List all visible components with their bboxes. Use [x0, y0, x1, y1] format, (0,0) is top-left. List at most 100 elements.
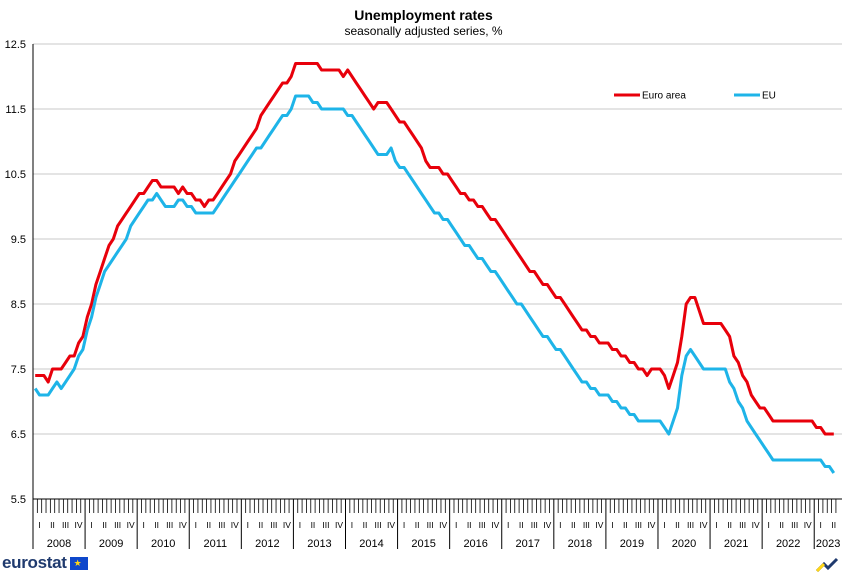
quarter-label: IV	[804, 520, 812, 530]
quarter-label: III	[166, 520, 173, 530]
quarter-label: III	[739, 520, 746, 530]
quarter-label: I	[611, 520, 613, 530]
quarter-label: IV	[179, 520, 187, 530]
y-tick-label: 9.5	[11, 234, 26, 246]
year-label: 2012	[255, 538, 279, 550]
quarter-label: II	[779, 520, 784, 530]
y-tick-label: 7.5	[11, 364, 26, 376]
y-tick-label: 8.5	[11, 299, 26, 311]
year-label: 2008	[47, 538, 71, 550]
quarter-label: IV	[335, 520, 343, 530]
quarter-label: III	[583, 520, 590, 530]
chart-subtitle: seasonally adjusted series, %	[344, 24, 503, 38]
year-label: 2014	[359, 538, 383, 550]
quarter-label: IV	[439, 520, 447, 530]
y-tick-label: 12.5	[5, 39, 26, 51]
quarter-label: II	[363, 520, 368, 530]
quarter-label: IV	[75, 520, 83, 530]
eurostat-corner-mark-icon	[815, 557, 839, 573]
x-axis: I II III IV I II III IV I II III IV I II III IV I II III IV…	[32, 498, 842, 550]
year-label: 2023	[816, 538, 840, 550]
quarter-label: I	[403, 520, 405, 530]
quarter-label: IV	[595, 520, 603, 530]
quarter-label: I	[142, 520, 144, 530]
quarter-label: III	[270, 520, 277, 530]
series-lines	[33, 62, 836, 474]
quarter-label: I	[351, 520, 353, 530]
quarter-label: III	[635, 520, 642, 530]
legend: Euro area EU	[614, 91, 776, 102]
quarter-label: IV	[283, 520, 291, 530]
year-label: 2019	[620, 538, 644, 550]
quarter-label: III	[374, 520, 381, 530]
quarter-label: II	[571, 520, 576, 530]
quarter-label: IV	[127, 520, 135, 530]
quarter-label: IV	[387, 520, 395, 530]
eu-flag-icon	[69, 556, 88, 570]
quarter-label: II	[831, 520, 836, 530]
quarter-label: III	[687, 520, 694, 530]
quarter-label: III	[427, 520, 434, 530]
quarter-label: IV	[491, 520, 499, 530]
quarter-label: I	[455, 520, 457, 530]
quarter-label: II	[623, 520, 628, 530]
quarter-label: II	[206, 520, 211, 530]
year-label: 2009	[99, 538, 123, 550]
quarter-label: III	[479, 520, 486, 530]
year-label: 2022	[776, 538, 800, 550]
y-axis: 5.5 6.5 7.5 8.5 9.5 10.5 11.5 12.5	[5, 39, 34, 506]
quarter-label: II	[311, 520, 316, 530]
quarter-label: IV	[647, 520, 655, 530]
quarter-label: I	[299, 520, 301, 530]
year-label: 2010	[151, 538, 175, 550]
quarter-label: I	[195, 520, 197, 530]
quarter-label: I	[820, 520, 822, 530]
quarter-label: I	[90, 520, 92, 530]
quarter-label: III	[114, 520, 121, 530]
quarter-label: I	[247, 520, 249, 530]
quarter-label: I	[715, 520, 717, 530]
quarter-label: IV	[231, 520, 239, 530]
series-line-eu	[33, 94, 836, 474]
quarter-label: I	[507, 520, 509, 530]
logo-text: eurostat	[2, 553, 67, 572]
year-label: 2021	[724, 538, 748, 550]
gridlines	[33, 43, 842, 500]
quarter-label: III	[62, 520, 69, 530]
quarter-label: II	[727, 520, 732, 530]
legend-label: EU	[762, 91, 776, 102]
year-label: 2020	[672, 538, 696, 550]
y-tick-label: 5.5	[11, 494, 26, 506]
quarter-label: III	[531, 520, 538, 530]
quarter-label: II	[154, 520, 159, 530]
year-label: 2016	[463, 538, 487, 550]
quarter-label: II	[519, 520, 524, 530]
y-tick-label: 11.5	[5, 104, 26, 116]
quarter-label: IV	[752, 520, 760, 530]
quarter-label: III	[322, 520, 329, 530]
year-label: 2011	[203, 538, 227, 550]
quarter-label: II	[50, 520, 55, 530]
quarter-label: I	[663, 520, 665, 530]
legend-label: Euro area	[642, 91, 686, 102]
y-tick-label: 6.5	[11, 429, 26, 441]
quarter-label: II	[415, 520, 420, 530]
year-label: 2013	[307, 538, 331, 550]
quarter-label: III	[218, 520, 225, 530]
series-line-euro-area	[35, 62, 834, 436]
quarter-label: II	[467, 520, 472, 530]
quarter-label: I	[767, 520, 769, 530]
quarter-label: II	[675, 520, 680, 530]
quarter-label: I	[559, 520, 561, 530]
quarter-label: IV	[700, 520, 708, 530]
quarter-label: IV	[543, 520, 551, 530]
quarter-label: I	[38, 520, 40, 530]
year-label: 2017	[516, 538, 540, 550]
eurostat-logo: eurostat	[2, 553, 88, 573]
quarter-label: II	[258, 520, 263, 530]
quarter-label: II	[102, 520, 107, 530]
year-label: 2018	[568, 538, 592, 550]
year-label: 2015	[411, 538, 435, 550]
y-tick-label: 10.5	[5, 169, 26, 181]
